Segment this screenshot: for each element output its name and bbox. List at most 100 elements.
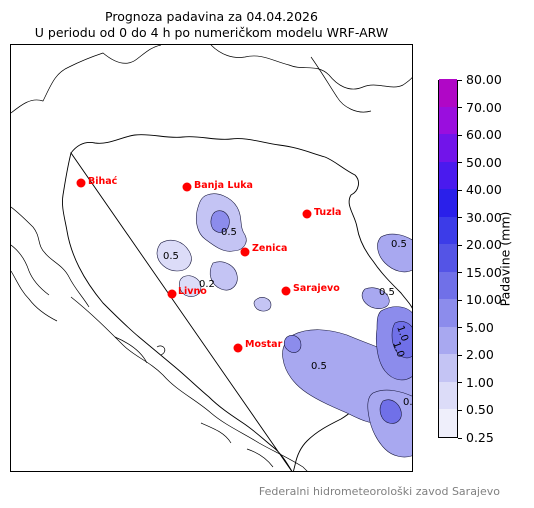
colorbar-tick-mark	[458, 244, 462, 246]
city-label: Livno	[178, 286, 207, 297]
colorbar-segment	[439, 188, 457, 217]
precip-area-east-small	[253, 297, 272, 312]
coast-south-4	[246, 448, 274, 468]
precip-area-southeast-heavy	[391, 321, 412, 359]
colorbar-tick-mark	[458, 299, 462, 301]
contour-label: 1.0	[394, 324, 410, 343]
coast-dalmatia	[70, 296, 308, 471]
city-tuzla: Tuzla	[302, 207, 341, 219]
colorbar-tick-mark	[458, 189, 462, 191]
colorbar-tick-mark	[458, 272, 462, 274]
border-northwest	[11, 45, 162, 114]
colorbar-tick-mark	[458, 162, 462, 164]
city-label: Zenica	[252, 243, 287, 254]
colorbar-tick-mark	[458, 382, 462, 384]
colorbar-tick-mark	[458, 134, 462, 136]
precip-area-central-core	[210, 210, 230, 233]
contour-labels: 0.5 0.2 0.5 0.5 0.5 0.5 1.0 1.0 0.5	[163, 227, 413, 408]
colorbar-tick-label: 0.25	[466, 430, 494, 445]
contour-label: 0.5	[311, 361, 327, 372]
city-dot	[233, 343, 243, 353]
colorbar-tick-label: 15.00	[466, 264, 502, 280]
title-line-period: U periodu od 0 do 4 h po numeričkom mode…	[34, 25, 389, 40]
precip-area-southwest	[179, 275, 202, 297]
precip-area-south	[367, 389, 412, 458]
city-zenica: Zenica	[240, 243, 287, 257]
city-dot	[281, 286, 291, 296]
city-label: Tuzla	[314, 207, 341, 218]
precip-area-mostar-east	[283, 335, 302, 353]
city-label: Banja Luka	[194, 180, 253, 191]
city-dot	[302, 209, 312, 219]
precip-area-south-core	[379, 399, 402, 424]
colorbar-segment	[439, 78, 457, 107]
colorbar	[438, 78, 458, 438]
colorbar-segment	[439, 381, 457, 410]
border-northeast-river	[310, 56, 372, 113]
contour-label: 0.5	[379, 287, 395, 298]
colorbar-label: Padavine (mm)	[497, 211, 513, 307]
coast-islands-1	[11, 244, 50, 296]
colorbar-segment	[439, 106, 457, 135]
colorbar-tick-mark	[458, 217, 462, 219]
city-dot	[76, 178, 86, 188]
city-sarajevo: Sarajevo	[281, 283, 340, 296]
colorbar-tick-label: 80.00	[466, 72, 502, 87]
colorbar-segment	[439, 161, 457, 190]
colorbar-tick-label: 0.50	[466, 402, 494, 418]
city-mostar: Mostar	[233, 339, 283, 353]
city-dot	[182, 182, 192, 192]
precip-areas	[156, 193, 412, 458]
colorbar-tick-label: 40.00	[466, 182, 502, 198]
border-north	[210, 45, 412, 90]
city-markers: Bihać Banja Luka Tuzla Zenica Livno Sara…	[76, 176, 341, 353]
colorbar-tick-mark	[458, 327, 462, 329]
contour-label: 0.2	[199, 279, 215, 290]
contour-label: 0.5	[391, 239, 407, 250]
colorbar-segment	[439, 271, 457, 300]
colorbar-tick-label: 50.00	[466, 154, 502, 170]
coast-south-1	[114, 336, 148, 364]
colorbar-tick-label: 10.00	[466, 292, 502, 308]
city-banja-luka: Banja Luka	[182, 180, 253, 192]
city-label: Bihać	[88, 176, 118, 187]
coast-islands-2	[11, 270, 58, 322]
contour-label: 1.0	[390, 340, 406, 359]
colorbar-tick-label: 70.00	[466, 99, 502, 115]
city-label: Sarajevo	[293, 283, 340, 294]
precip-area-mid	[209, 261, 238, 291]
colorbar-tick-mark	[458, 354, 462, 356]
precip-area-west	[156, 239, 192, 272]
colorbar-segment	[439, 298, 457, 327]
colorbar-tick-mark	[458, 437, 462, 439]
neighbour-borders	[11, 45, 412, 471]
colorbar-segment	[439, 353, 457, 382]
colorbar-tick-mark	[458, 409, 462, 411]
colorbar-tick-label: 20.00	[466, 237, 502, 253]
contour-label: 0.5	[403, 397, 413, 408]
map-title: Prognoza padavina za 04.04.2026 U period…	[10, 9, 413, 41]
colorbar-tick-label: 30.00	[466, 209, 502, 225]
colorbar-segment	[439, 243, 457, 272]
coast-south-3	[200, 422, 232, 444]
city-bihac: Bihać	[76, 176, 118, 188]
city-dot	[240, 247, 250, 257]
colorbar-segment	[439, 133, 457, 162]
city-livno: Livno	[167, 286, 207, 299]
precip-area-east	[377, 233, 412, 273]
colorbar-tick-label: 1.00	[466, 374, 494, 390]
coast-northwest	[11, 206, 90, 308]
contour-label: 0.5	[163, 251, 179, 262]
colorbar-segment	[439, 408, 457, 437]
colorbar-tick-label: 60.00	[466, 127, 502, 143]
colorbar-tick-label: 2.00	[466, 347, 494, 363]
colorbar-segment	[439, 216, 457, 245]
coast-south-2	[156, 345, 166, 356]
colorbar-tick-label: 5.00	[466, 319, 494, 335]
precip-area-sarajevo-east	[361, 287, 390, 309]
colorbar-tick-mark	[458, 79, 462, 81]
footer-credit: Federalni hidrometeorološki zavod Saraje…	[258, 485, 500, 498]
colorbar-tick-mark	[458, 107, 462, 109]
map-svg: 0.5 0.2 0.5 0.5 0.5 0.5 1.0 1.0 0.5 Biha…	[11, 45, 413, 471]
contour-label: 0.5	[221, 227, 237, 238]
